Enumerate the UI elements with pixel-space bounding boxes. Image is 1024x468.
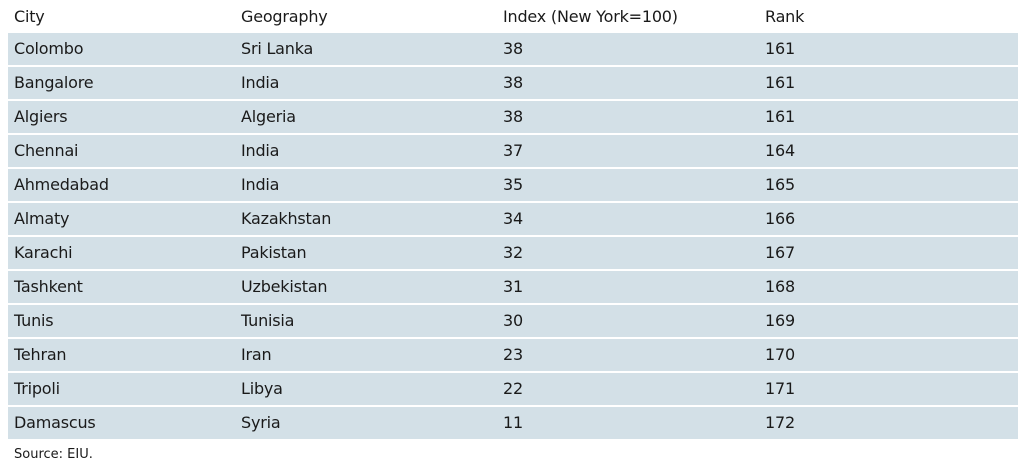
table-row: Ahmedabad India 35 165 — [8, 169, 1018, 201]
table-cell: 166 — [765, 209, 795, 228]
table-cell: 161 — [765, 107, 795, 126]
table-cell: 23 — [503, 345, 523, 364]
table-cell: Colombo — [14, 39, 84, 58]
table: City Geography Index (New York=100) Rank Col… — [8, 0, 1018, 441]
table-row: Almaty Kazakhstan 34 166 — [8, 203, 1018, 235]
table-row: Tripoli Libya 22 171 — [8, 373, 1018, 405]
table-cell: Ahmedabad — [14, 175, 109, 194]
column-header: Geography — [241, 7, 328, 26]
column-header: City — [14, 7, 45, 26]
table-cell: India — [241, 141, 280, 160]
table-cell: 170 — [765, 345, 795, 364]
table-cell: Tehran — [14, 345, 67, 364]
table-cell: 34 — [503, 209, 523, 228]
table-cell: Almaty — [14, 209, 70, 228]
column-header: Rank — [765, 7, 805, 26]
table-row: Tashkent Uzbekistan 31 168 — [8, 271, 1018, 303]
table-cell: 30 — [503, 311, 523, 330]
table-row: Colombo Sri Lanka 38 161 — [8, 33, 1018, 65]
table-cell: Algiers — [14, 107, 68, 126]
table-row: Bangalore India 38 161 — [8, 67, 1018, 99]
table-row: Damascus Syria 11 172 — [8, 407, 1018, 439]
table-cell: Tunisia — [241, 311, 295, 330]
table-cell: Damascus — [14, 413, 96, 432]
table-cell: 35 — [503, 175, 523, 194]
table-cell: 171 — [765, 379, 795, 398]
table-cell: 38 — [503, 39, 523, 58]
table-cell: Karachi — [14, 243, 73, 262]
table-cell: 11 — [503, 413, 523, 432]
source-note: Source: EIU. — [14, 447, 93, 462]
table-cell: 31 — [503, 277, 523, 296]
table-cell: Syria — [241, 413, 281, 432]
header-row: City Geography Index (New York=100) Rank — [8, 0, 1018, 31]
table-cell: Tashkent — [14, 277, 83, 296]
table-row: Tunis Tunisia 30 169 — [8, 305, 1018, 337]
table-cell: Iran — [241, 345, 272, 364]
table-row: Chennai India 37 164 — [8, 135, 1018, 167]
table-cell: 32 — [503, 243, 523, 262]
table-cell: Libya — [241, 379, 283, 398]
table-cell: Tripoli — [14, 379, 60, 398]
table-cell: Sri Lanka — [241, 39, 314, 58]
table-cell: India — [241, 73, 280, 92]
table-cell: 161 — [765, 39, 795, 58]
table-cell: Chennai — [14, 141, 79, 160]
table-cell: Algeria — [241, 107, 296, 126]
table-cell: 22 — [503, 379, 523, 398]
table-row: Algiers Algeria 38 161 — [8, 101, 1018, 133]
table-cell: 37 — [503, 141, 523, 160]
table-cell: 168 — [765, 277, 795, 296]
table-cell: 167 — [765, 243, 795, 262]
table-cell: 165 — [765, 175, 795, 194]
table-row: Tehran Iran 23 170 — [8, 339, 1018, 371]
column-header: Index (New York=100) — [503, 7, 678, 26]
table-cell: 38 — [503, 107, 523, 126]
table-cell: 172 — [765, 413, 795, 432]
table-cell: 169 — [765, 311, 795, 330]
table-cell: 161 — [765, 73, 795, 92]
table-row: Karachi Pakistan 32 167 — [8, 237, 1018, 269]
table-cell: 38 — [503, 73, 523, 92]
table-cell: Tunis — [14, 311, 54, 330]
table-cell: Bangalore — [14, 73, 94, 92]
table-cell: Kazakhstan — [241, 209, 332, 228]
table-cell: Pakistan — [241, 243, 307, 262]
table-cell: Uzbekistan — [241, 277, 328, 296]
table-cell: India — [241, 175, 280, 194]
table-cell: 164 — [765, 141, 795, 160]
